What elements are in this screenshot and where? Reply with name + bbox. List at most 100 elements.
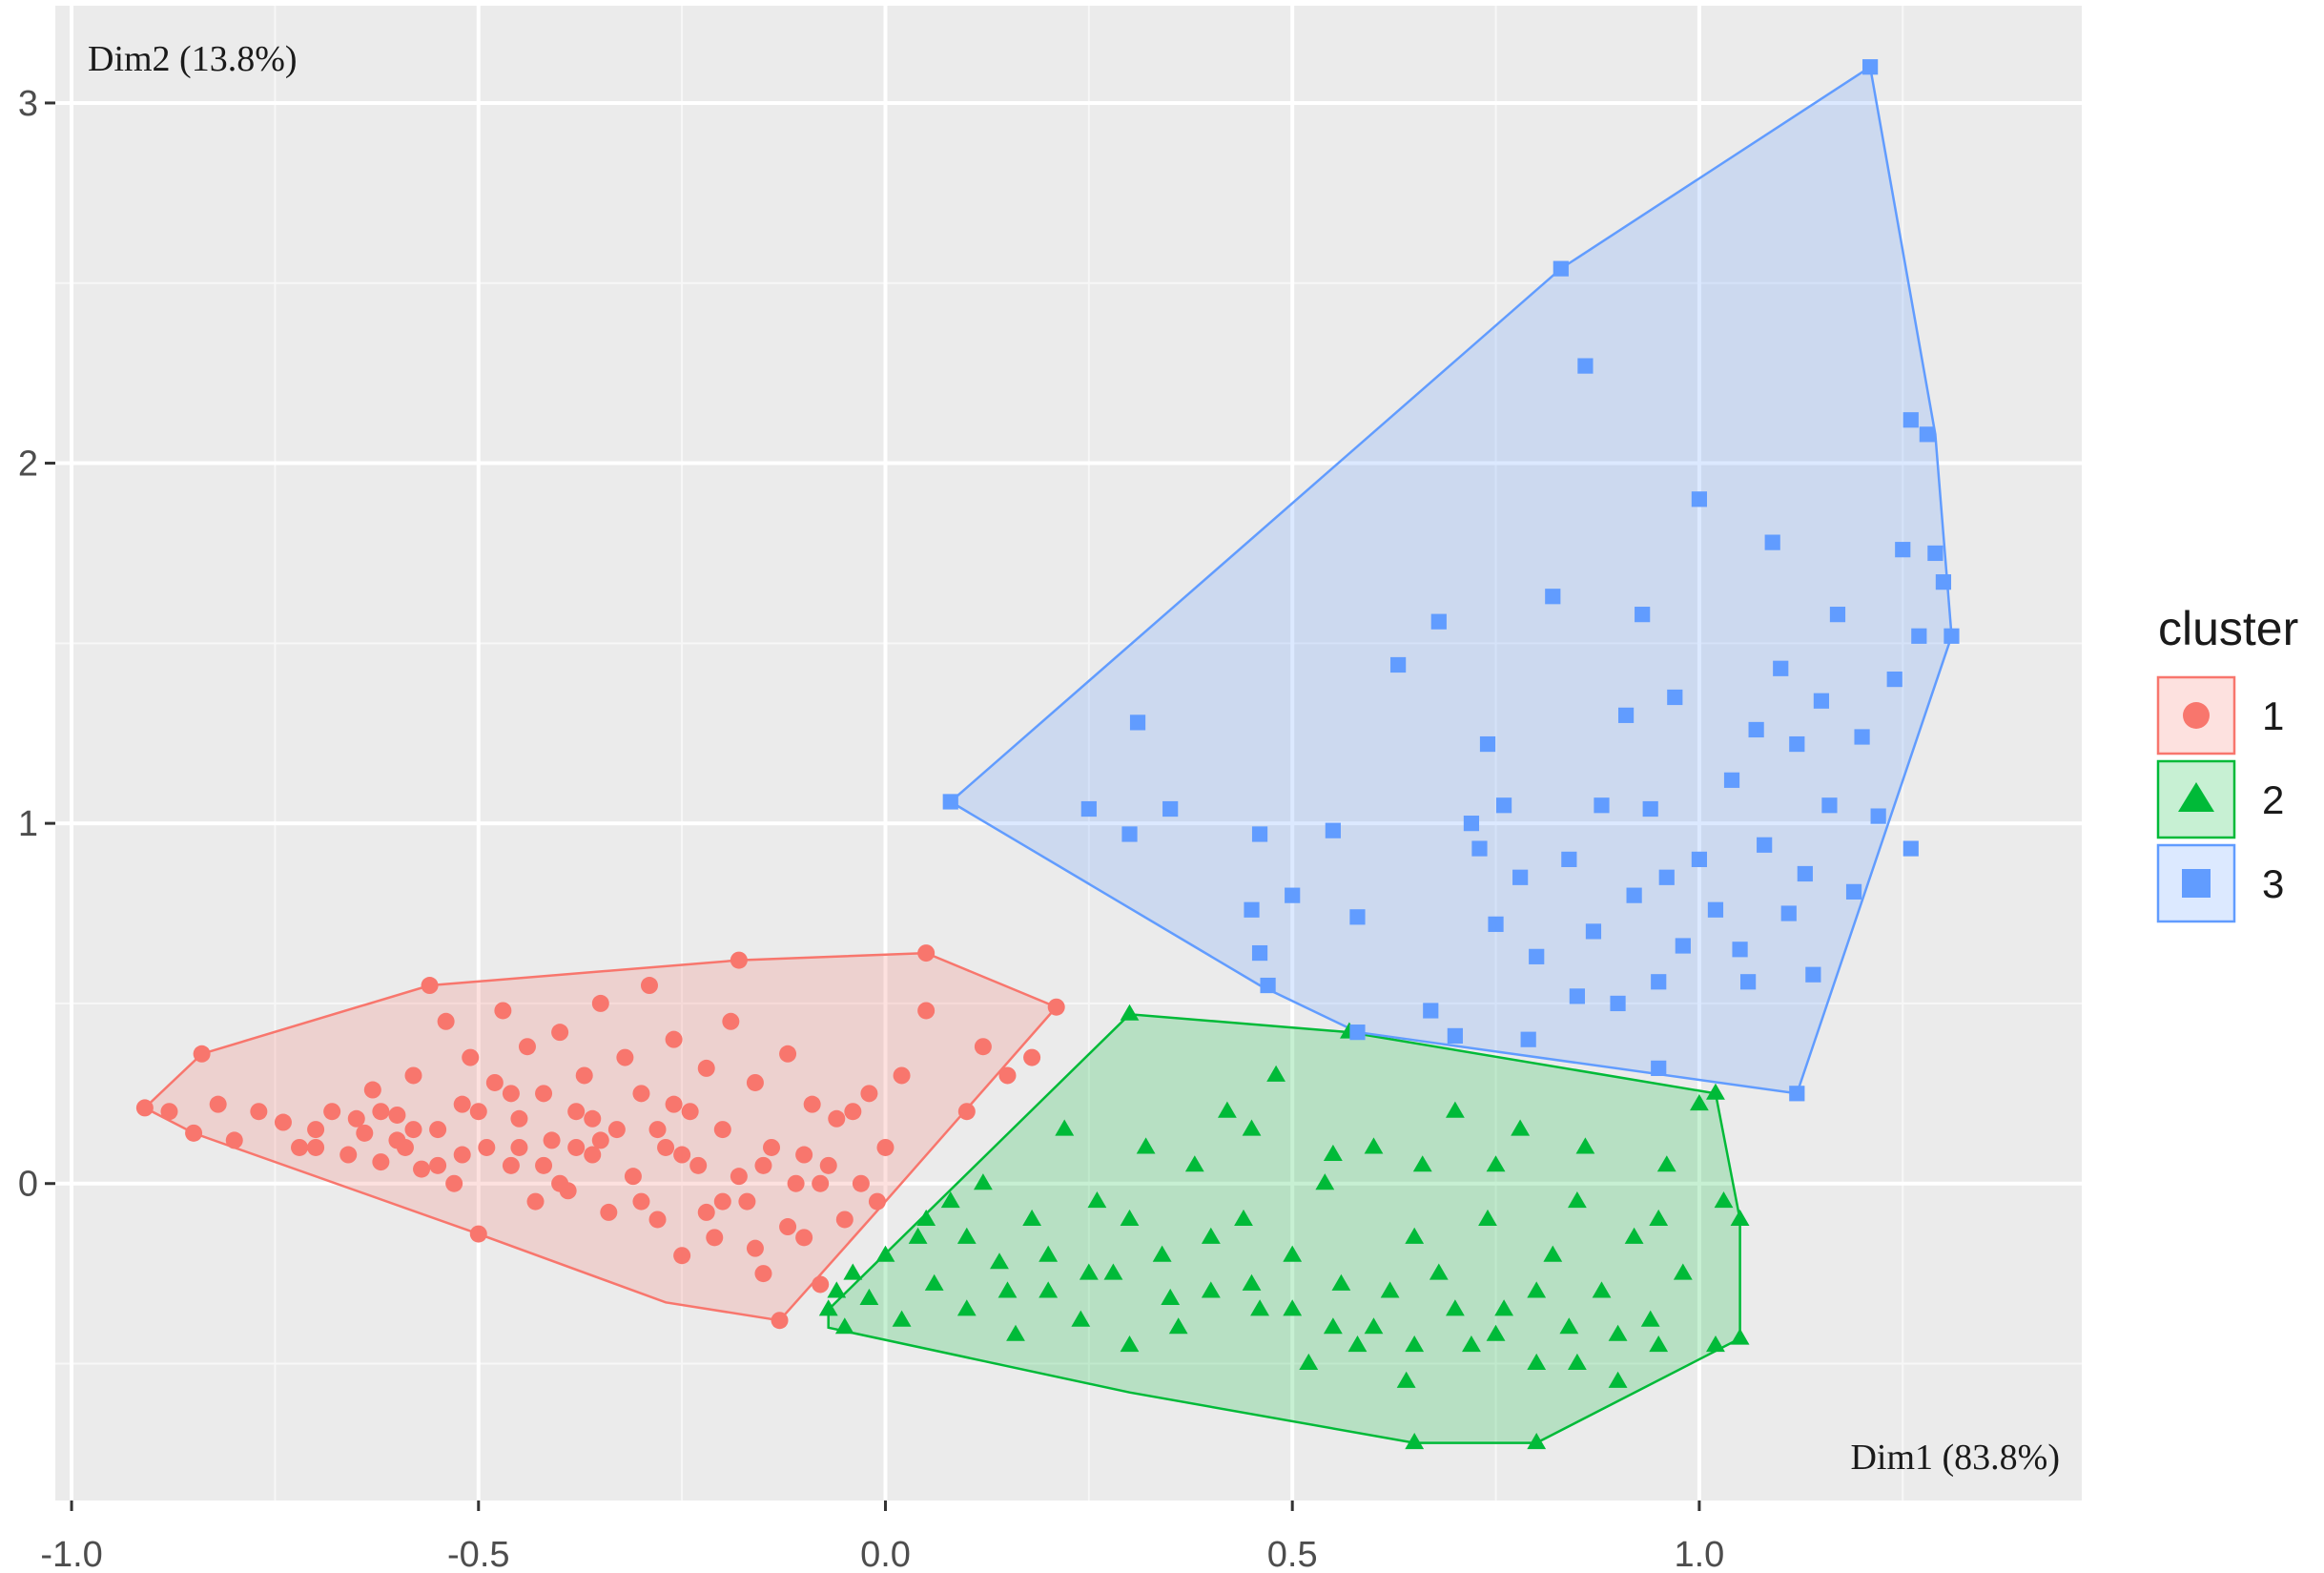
- cluster-2-point: [1649, 1335, 1669, 1353]
- cluster-2-point: [916, 1209, 936, 1226]
- cluster-2-point: [1079, 1263, 1099, 1280]
- legend-symbol: [2183, 702, 2210, 729]
- cluster-2-point: [1218, 1101, 1237, 1118]
- cluster-2-point: [827, 1281, 847, 1298]
- cluster-1-point: [291, 1138, 309, 1156]
- cluster-1-point: [510, 1109, 528, 1128]
- cluster-1-point: [307, 1121, 325, 1139]
- cluster-2-point: [1364, 1137, 1384, 1154]
- cluster-1-point: [665, 1095, 683, 1113]
- cluster-1-point: [469, 1225, 487, 1243]
- cluster-1-point: [917, 944, 936, 962]
- cluster-1-point: [648, 1121, 667, 1139]
- cluster-3-point: [1617, 707, 1635, 723]
- cluster-3-point: [1529, 948, 1545, 964]
- legend-label: 2: [2262, 777, 2284, 822]
- cluster-3-point: [1845, 883, 1862, 900]
- cluster-1-point: [632, 1085, 650, 1103]
- cluster-1-point: [453, 1095, 471, 1113]
- cluster-2-point: [834, 1317, 854, 1335]
- cluster-1-point: [673, 1146, 691, 1164]
- cluster-2-point: [1347, 1335, 1368, 1353]
- cluster-1-point: [250, 1103, 268, 1121]
- cluster-1-point: [185, 1124, 203, 1142]
- cluster-2-point: [1136, 1137, 1156, 1154]
- cluster-1-point: [135, 1099, 154, 1117]
- x-tick-label: 0.0: [860, 1535, 911, 1573]
- cluster-1-point: [193, 1045, 211, 1063]
- cluster-1-point: [502, 1156, 520, 1174]
- cluster-2-point: [1527, 1281, 1547, 1298]
- x-tick-label: 0.5: [1267, 1535, 1318, 1573]
- cluster-3-point: [1886, 671, 1902, 688]
- cluster-1-point: [779, 1218, 797, 1236]
- cluster-3-point: [1691, 851, 1707, 867]
- cluster-3-point: [1944, 628, 1960, 644]
- cluster-1-point: [812, 1174, 830, 1192]
- y-axis-label: Dim2 (13.8%): [88, 39, 298, 79]
- cluster-2-point: [1250, 1299, 1269, 1316]
- cluster-3-point: [1870, 808, 1886, 824]
- cluster-1-point: [754, 1265, 772, 1283]
- x-axis-label: Dim1 (83.8%): [1850, 1438, 2060, 1478]
- cluster-1-point: [722, 1012, 740, 1030]
- legend-item-1: 1: [2156, 675, 2284, 755]
- cluster-3-point: [1642, 800, 1658, 818]
- cluster-1-point: [575, 1066, 593, 1085]
- cluster-2-point: [1299, 1353, 1319, 1370]
- cluster-1-point: [526, 1192, 545, 1211]
- cluster-3-point: [1813, 693, 1830, 709]
- cluster-1-point: [600, 1203, 618, 1221]
- cluster-1-point: [998, 1066, 1017, 1085]
- cluster-1-point: [372, 1103, 390, 1121]
- cluster-2-point: [924, 1273, 944, 1291]
- cluster-2-point: [1511, 1119, 1531, 1136]
- cluster-2-point: [1315, 1173, 1335, 1190]
- cluster-1-point: [356, 1124, 374, 1142]
- cluster-3-point: [1675, 938, 1691, 954]
- cluster-2-point: [1412, 1155, 1432, 1172]
- cluster-3-point: [1423, 1003, 1439, 1019]
- cluster-1-point: [868, 1192, 886, 1211]
- cluster-1-point: [591, 994, 609, 1012]
- cluster-1-point: [567, 1138, 586, 1156]
- cluster-2-point: [1575, 1137, 1595, 1154]
- cluster-2-point: [1039, 1245, 1059, 1262]
- cluster-2-point: [1283, 1245, 1303, 1262]
- cluster-3-point: [1577, 358, 1594, 374]
- cluster-1-point: [421, 977, 439, 995]
- cluster-2-point: [1462, 1335, 1481, 1353]
- cluster-3-point: [1797, 865, 1813, 882]
- x-tick-label: -0.5: [447, 1535, 509, 1573]
- cluster-2-point: [1039, 1281, 1059, 1298]
- cluster-3-point: [1594, 797, 1610, 814]
- cluster-2-point: [1103, 1263, 1123, 1280]
- cluster-1-point: [681, 1103, 699, 1121]
- cluster-1-point: [437, 1012, 455, 1030]
- cluster-2-point: [1120, 1004, 1140, 1021]
- cluster-3-point: [1260, 977, 1276, 994]
- legend-symbol: [2178, 782, 2214, 812]
- cluster-1-point: [478, 1138, 496, 1156]
- cluster-1-point: [795, 1146, 813, 1164]
- cluster-1-point: [795, 1229, 813, 1247]
- cluster-2-point: [1649, 1209, 1669, 1226]
- cluster-2-point: [1624, 1227, 1644, 1244]
- y-tick-label: 3: [18, 84, 38, 124]
- cluster-1-point: [852, 1174, 870, 1192]
- y-tick-label: 1: [18, 804, 38, 844]
- cluster-3-point: [1626, 887, 1642, 903]
- cluster-3-point: [1732, 942, 1748, 958]
- plot-panel: [55, 6, 2082, 1501]
- cluster-1-point: [624, 1168, 642, 1186]
- cluster-3-point: [1430, 613, 1447, 630]
- cluster-1-point: [828, 1109, 846, 1128]
- cluster-2-point: [1543, 1245, 1563, 1262]
- cluster-2-point: [859, 1288, 879, 1305]
- cluster-3-point: [1569, 988, 1585, 1004]
- cluster-2-point: [1730, 1209, 1750, 1226]
- x-tick-label: 1.0: [1674, 1535, 1724, 1573]
- cluster-points: [135, 59, 1960, 1450]
- cluster-1-point: [876, 1138, 895, 1156]
- cluster-1-point: [469, 1103, 487, 1121]
